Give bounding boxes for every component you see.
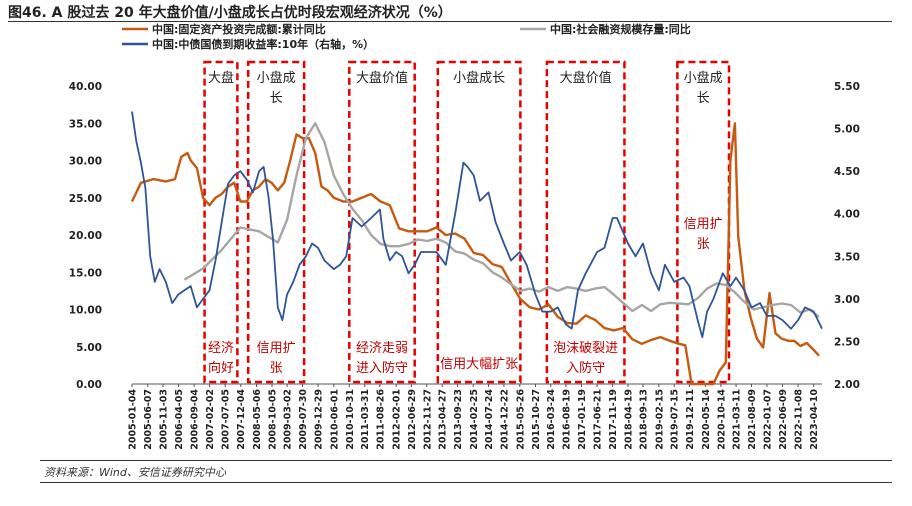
- period-annotation: 信用扩张: [684, 217, 723, 252]
- source-footer: 资料来源：Wind、安信证券研究中心: [40, 460, 892, 483]
- x-tick-label: 2012-06-29: [407, 389, 418, 450]
- x-tick-label: 2009-03-02: [283, 389, 294, 450]
- x-tick-label: 2007-02-02: [205, 389, 216, 450]
- period-label: 大盘价值: [560, 70, 612, 86]
- x-tick-label: 2013-09-23: [453, 389, 464, 450]
- y-right-tick-label: 5.50: [834, 81, 860, 93]
- x-tick-label: 2022-01-07: [762, 389, 773, 450]
- period-label: 大盘: [208, 70, 234, 86]
- y-left-tick-label: 15.00: [69, 267, 102, 279]
- source-note: 资料来源：Wind、安信证券研究中心: [44, 466, 226, 479]
- x-tick-label: 2018-04-19: [624, 389, 635, 450]
- legend-label: 中国:中债国债到期收益率:10年（右轴，%）: [152, 37, 374, 51]
- y-left-tick-label: 0.00: [76, 379, 102, 391]
- y-right-tick-label: 4.50: [834, 166, 860, 178]
- x-tick-label: 2019-02-15: [654, 389, 665, 450]
- y-right-tick-label: 3.50: [834, 251, 860, 263]
- figure-title: 图46. A 股过去 20 年大盘价值/小盘成长占优时段宏观经济状况（%）: [8, 5, 452, 21]
- period-box: [545, 60, 626, 384]
- period-box: [203, 60, 239, 384]
- x-tick-label: 2021-08-09: [747, 389, 758, 450]
- x-tick-label: 2022-11-08: [794, 389, 805, 450]
- legend-label: 中国:社会融资规模存量:同比: [550, 22, 691, 36]
- y-right-tick-label: 4.00: [834, 209, 860, 221]
- series-line: [131, 111, 823, 339]
- x-tick-label: 2016-08-19: [561, 389, 572, 450]
- x-tick-label: 2014-12-22: [499, 389, 510, 450]
- period-label: 小盘成长: [257, 70, 296, 106]
- line-chart: 中国:固定资产投资完成额:累计同比 中国:社会融资规模存量:同比中国:中债国债到期…: [69, 22, 860, 450]
- x-tick-label: 2012-11-27: [422, 389, 433, 450]
- x-tick-label: 2005-01-04: [128, 389, 139, 450]
- period-box: [436, 60, 522, 384]
- x-tick-label: 2007-12-04: [236, 389, 247, 450]
- period-annotation: 泡沫破裂进入防守: [553, 341, 618, 376]
- period-label: 小盘成长: [453, 70, 505, 86]
- y-left-tick-label: 20.00: [69, 230, 102, 242]
- x-tick-label: 2017-01-19: [577, 389, 588, 450]
- x-tick-label: 2009-12-29: [314, 389, 325, 450]
- period-label: 大盘价值: [356, 70, 408, 86]
- title-divider: [8, 21, 892, 22]
- x-tick-label: 2017-11-19: [608, 389, 619, 450]
- x-tick-label: 2010-10-31: [345, 389, 356, 450]
- period-annotation: 信用大幅扩张: [440, 357, 518, 372]
- x-tick-label: 2019-07-15: [670, 389, 681, 450]
- y-right-tick-label: 3.00: [834, 294, 860, 306]
- x-tick-label: 2005-11-03: [158, 389, 169, 450]
- y-right-tick-label: 2.00: [834, 379, 860, 391]
- x-tick-label: 2006-04-05: [174, 389, 185, 450]
- x-tick-label: 2022-06-09: [778, 389, 789, 450]
- x-tick-label: 2018-09-13: [639, 389, 650, 450]
- x-tick-label: 2007-07-05: [221, 389, 232, 450]
- x-tick-label: 2020-05-14: [701, 389, 712, 450]
- period-box: [246, 60, 306, 384]
- y-left-tick-label: 25.00: [69, 193, 102, 205]
- x-tick-label: 2014-02-25: [469, 389, 480, 450]
- x-tick-label: 2012-02-01: [392, 389, 403, 450]
- x-tick-label: 2021-03-11: [732, 389, 743, 450]
- series-line: [183, 122, 820, 318]
- legend: 中国:固定资产投资完成额:累计同比 中国:社会融资规模存量:同比中国:中债国债到期…: [122, 22, 691, 51]
- axes: 0.00 5.00 10.00 15.00 20.00 25.00 30.00 35.00 40…: [69, 81, 860, 450]
- x-tick-label: 2015-10-27: [531, 389, 542, 450]
- period-annotation: 经济走弱进入防守: [356, 341, 408, 376]
- y-left-tick-label: 40.00: [69, 81, 102, 93]
- x-tick-label: 2015-05-26: [515, 389, 526, 450]
- y-left-tick-label: 35.00: [69, 118, 102, 130]
- period-label: 小盘成长: [684, 70, 723, 106]
- period-annotation: 经济向好: [208, 341, 234, 376]
- x-tick-label: 2020-10-14: [716, 389, 727, 450]
- series-line: [130, 122, 820, 386]
- period-box: [348, 60, 416, 384]
- x-tick-label: 2011-03-31: [360, 389, 371, 450]
- x-tick-label: 2016-03-24: [546, 389, 557, 450]
- y-left-tick-label: 30.00: [69, 156, 102, 168]
- y-left-tick-label: 10.00: [69, 305, 102, 317]
- x-tick-label: 2019-12-11: [685, 389, 696, 450]
- x-tick-label: 2014-07-24: [484, 389, 495, 450]
- x-tick-label: 2017-06-21: [593, 389, 604, 450]
- y-left-tick-label: 5.00: [76, 342, 102, 354]
- x-tick-label: 2008-10-05: [268, 389, 279, 450]
- x-tick-label: 2008-05-06: [252, 389, 263, 450]
- x-tick-label: 2013-04-27: [438, 389, 449, 450]
- series-lines: [130, 111, 823, 386]
- x-tick-label: 2006-09-04: [190, 389, 201, 450]
- x-tick-label: 2023-04-10: [809, 389, 820, 450]
- legend-label: 中国:固定资产投资完成额:累计同比: [152, 22, 326, 36]
- x-tick-label: 2009-07-30: [298, 389, 309, 450]
- x-tick-label: 2005-06-07: [143, 389, 154, 450]
- period-boxes: [203, 60, 731, 384]
- y-right-tick-label: 2.50: [834, 336, 860, 348]
- period-annotation: 信用扩张: [257, 341, 296, 376]
- x-tick-label: 2011-08-26: [375, 389, 386, 450]
- x-tick-label: 2010-06-01: [329, 389, 340, 450]
- y-right-tick-label: 5.00: [834, 124, 860, 136]
